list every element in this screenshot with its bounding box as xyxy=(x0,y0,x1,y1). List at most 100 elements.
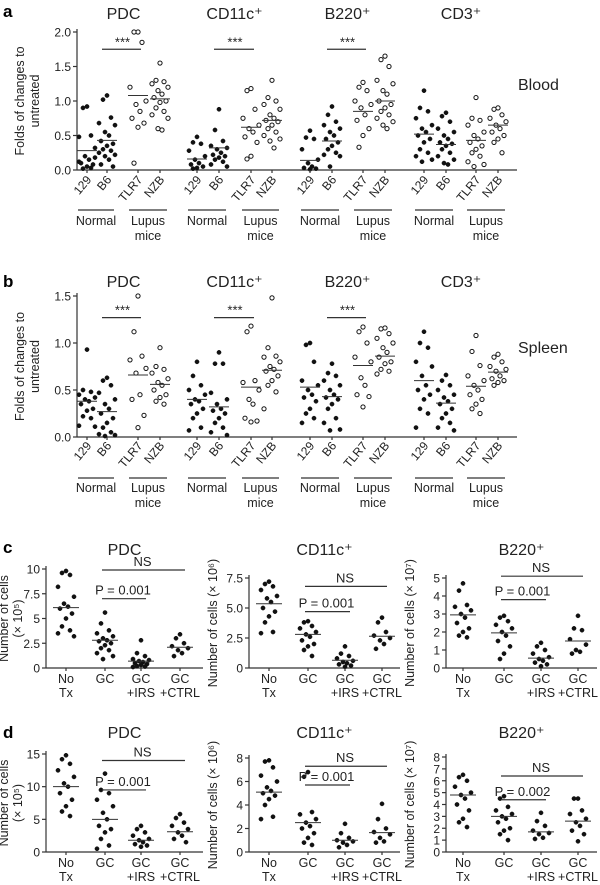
data-point xyxy=(266,614,272,619)
data-point xyxy=(244,156,250,162)
data-point xyxy=(254,418,260,424)
data-point xyxy=(413,153,419,159)
data-point xyxy=(311,415,317,421)
data-point xyxy=(371,829,377,835)
data-point xyxy=(186,387,192,393)
data-point xyxy=(224,164,230,169)
data-point xyxy=(429,364,435,369)
data-point xyxy=(335,397,341,402)
data-point xyxy=(181,820,187,825)
data-point xyxy=(468,790,474,795)
data-point xyxy=(313,166,319,171)
data-point xyxy=(272,609,278,614)
data-point xyxy=(439,378,445,383)
y-tick-label: 0.5 xyxy=(54,384,71,398)
data-point xyxy=(466,626,472,631)
data-point xyxy=(240,115,246,121)
group-label: +CTRL xyxy=(160,686,200,700)
data-point xyxy=(336,662,342,667)
data-point xyxy=(311,359,317,365)
data-point xyxy=(581,831,587,837)
data-point xyxy=(362,382,368,388)
data-point xyxy=(538,663,544,669)
data-point xyxy=(451,428,457,433)
data-point xyxy=(55,767,61,773)
data-point xyxy=(473,332,479,339)
data-point xyxy=(76,159,82,165)
data-point xyxy=(269,77,275,83)
data-point xyxy=(423,382,429,388)
data-point xyxy=(380,345,386,351)
group-category-label: mice xyxy=(360,496,386,510)
y-tick-label: 3 xyxy=(433,810,440,824)
data-point xyxy=(63,752,69,758)
data-point xyxy=(88,165,94,171)
data-point xyxy=(468,608,474,613)
data-point xyxy=(323,136,329,142)
group-label: 129 xyxy=(294,173,318,198)
data-point xyxy=(262,802,268,808)
data-point xyxy=(96,120,102,126)
group-label: 129 xyxy=(408,439,432,464)
data-point xyxy=(469,406,475,412)
data-point xyxy=(346,653,352,659)
data-point xyxy=(106,843,112,848)
data-point xyxy=(425,411,431,416)
data-point xyxy=(569,651,575,656)
data-point xyxy=(429,157,435,162)
data-point xyxy=(92,395,98,400)
group-label: B6 xyxy=(206,173,226,193)
y-tick-label: 2 xyxy=(433,822,440,836)
data-point xyxy=(250,129,256,135)
data-point xyxy=(435,425,441,430)
data-point xyxy=(467,139,473,145)
data-point xyxy=(499,112,505,118)
data-point xyxy=(67,813,73,819)
data-point xyxy=(443,411,449,416)
data-point xyxy=(375,816,381,822)
data-point xyxy=(462,796,468,801)
y-tick-label: 1 xyxy=(433,644,440,658)
data-point xyxy=(179,833,185,839)
data-point xyxy=(467,392,473,398)
group-category-label: mice xyxy=(135,229,161,243)
data-point xyxy=(108,382,114,388)
data-point xyxy=(299,378,305,383)
data-point xyxy=(84,104,90,109)
data-point xyxy=(477,410,483,417)
data-point xyxy=(377,835,383,841)
y-tick-label: 4 xyxy=(433,798,440,812)
data-point xyxy=(530,651,536,656)
data-point xyxy=(356,144,362,150)
data-point xyxy=(208,143,214,149)
data-point xyxy=(421,329,427,335)
data-point xyxy=(138,823,144,829)
data-point xyxy=(108,115,114,120)
data-point xyxy=(63,568,69,574)
group-label: Tx xyxy=(59,686,74,700)
data-point xyxy=(138,662,144,668)
data-point xyxy=(497,615,503,620)
data-point xyxy=(175,647,181,653)
group-label: GC xyxy=(132,672,151,686)
group-label: B6 xyxy=(94,439,114,459)
group-label: No xyxy=(455,672,471,686)
data-point xyxy=(163,392,169,398)
data-point xyxy=(183,839,189,845)
data-point xyxy=(307,823,313,829)
group-label: GC xyxy=(336,672,355,686)
group-category-label: Lupus xyxy=(131,481,165,495)
data-point xyxy=(327,387,333,393)
data-point xyxy=(538,640,544,646)
data-point xyxy=(179,650,185,656)
y-axis-label: Number of cells (× 10⁶) xyxy=(206,559,220,687)
data-point xyxy=(112,397,118,402)
data-point xyxy=(427,136,433,142)
data-point xyxy=(571,796,577,801)
data-point xyxy=(460,581,466,586)
data-point xyxy=(163,98,169,104)
group-category-label: Normal xyxy=(76,214,116,228)
data-point xyxy=(102,771,108,776)
data-point xyxy=(460,816,466,822)
data-point xyxy=(460,772,466,778)
